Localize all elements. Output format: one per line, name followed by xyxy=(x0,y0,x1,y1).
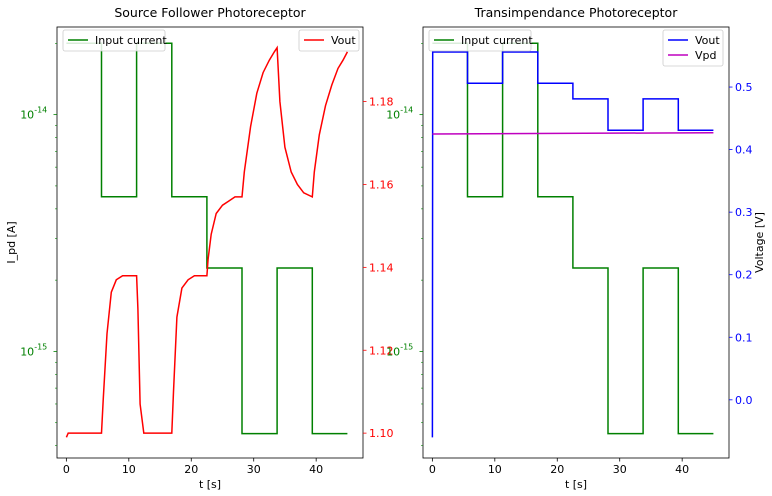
series-line-input-current xyxy=(432,42,714,435)
legend-frame xyxy=(428,29,532,52)
legend-label: Input current xyxy=(461,34,533,47)
legend-left: Input current xyxy=(62,29,167,52)
legend-left: Input current xyxy=(428,29,533,52)
x-tick-label: 20 xyxy=(550,463,564,476)
y2-tick-label: 0.3 xyxy=(735,206,753,219)
y2-axis-label: Voltage [V] xyxy=(753,212,766,273)
x-tick-label: 0 xyxy=(429,463,436,476)
y2-tick-label: 1.12 xyxy=(369,344,394,357)
series-line-input-current xyxy=(66,42,348,435)
y2-tick-label: 0.1 xyxy=(735,331,753,344)
x-axis-label: t [s] xyxy=(565,478,587,491)
legend-frame xyxy=(298,29,360,52)
series-line-vout xyxy=(431,51,714,438)
legend-right: Vout xyxy=(298,29,360,52)
axes-frame xyxy=(56,26,364,459)
y2-tick-label: 1.10 xyxy=(369,427,394,440)
plot-area xyxy=(65,42,349,438)
svg-text:10: 10 xyxy=(20,109,34,122)
x-tick-label: 30 xyxy=(247,463,261,476)
x-axis-label: t [s] xyxy=(199,478,221,491)
chart-title: Transimpendance Photoreceptor xyxy=(474,5,679,20)
y-tick-label: 10 -14 xyxy=(386,106,413,122)
svg-text:10: 10 xyxy=(386,345,400,358)
y-axis-label: I_pd [A] xyxy=(5,221,18,263)
legend-label: Vout xyxy=(331,34,356,47)
svg-text:-14: -14 xyxy=(400,106,413,115)
x-tick-label: 0 xyxy=(63,463,70,476)
svg-text:-14: -14 xyxy=(34,106,47,115)
legend-right: Vout Vpd xyxy=(662,29,724,67)
y2-tick-label: 0.4 xyxy=(735,144,753,157)
svg-text:10: 10 xyxy=(386,109,400,122)
legend-frame xyxy=(62,29,166,52)
axes-frame xyxy=(422,26,730,459)
svg-text:10: 10 xyxy=(20,345,34,358)
legend-label: Vout xyxy=(695,34,720,47)
y2-tick-label: 0.0 xyxy=(735,394,753,407)
legend-frame xyxy=(662,29,724,67)
y2-tick-label: 1.16 xyxy=(369,178,394,191)
x-tick-label: 10 xyxy=(488,463,502,476)
x-tick-label: 20 xyxy=(184,463,198,476)
legend-label: Input current xyxy=(95,34,167,47)
y-tick-label: 10 -14 xyxy=(20,106,47,122)
y-tick-label: 10 -15 xyxy=(20,342,47,358)
y2-tick-label: 0.5 xyxy=(735,81,753,94)
plot-area xyxy=(431,42,714,438)
svg-text:-15: -15 xyxy=(400,342,413,351)
svg-text:-15: -15 xyxy=(34,342,47,351)
series-line-vout xyxy=(65,45,349,438)
y2-tick-label: 1.18 xyxy=(369,96,394,109)
y-tick-label: 10 -15 xyxy=(386,342,413,358)
legend-label: Vpd xyxy=(695,49,717,62)
y2-tick-label: 1.14 xyxy=(369,261,394,274)
y2-tick-label: 0.2 xyxy=(735,269,753,282)
chart-title: Source Follower Photoreceptor xyxy=(114,5,306,20)
x-tick-label: 40 xyxy=(675,463,689,476)
series-line-vpd xyxy=(432,131,714,135)
x-tick-label: 10 xyxy=(122,463,136,476)
x-tick-label: 40 xyxy=(309,463,323,476)
x-tick-label: 30 xyxy=(613,463,627,476)
